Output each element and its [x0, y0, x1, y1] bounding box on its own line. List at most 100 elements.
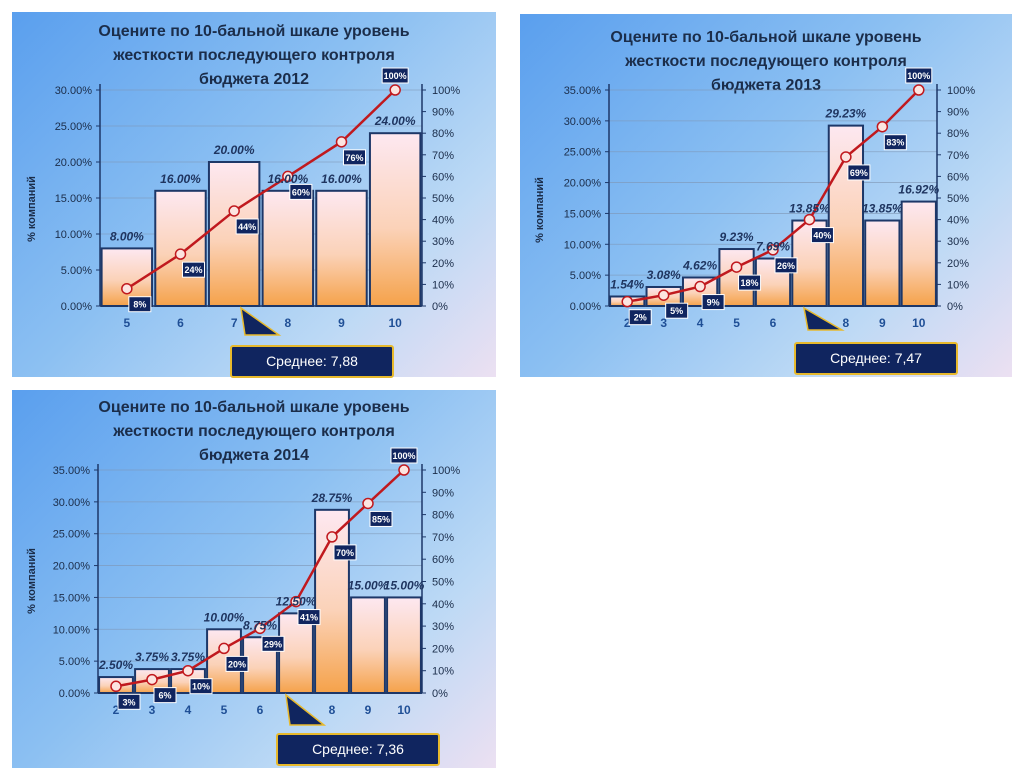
bar-value-label: 4.62% — [682, 258, 717, 272]
x-tick-label: 4 — [185, 703, 192, 717]
chart-title-line: жесткости последующего контроля — [625, 53, 907, 70]
y2-tick-label: 10% — [432, 666, 454, 678]
bar-value-label: 24.00% — [374, 114, 416, 128]
chart-title-line: жесткости последующего контроля — [113, 423, 395, 440]
cumulative-point — [174, 248, 187, 260]
cumulative-badge-label: 100% — [392, 451, 415, 461]
mean-callout-pointer — [285, 693, 327, 726]
cumulative-badge-label: 44% — [238, 222, 256, 232]
y2-tick-label: 10% — [947, 279, 969, 291]
x-tick-label: 5 — [123, 316, 130, 330]
y-tick-label: 10.00% — [53, 624, 91, 636]
y2-tick-label: 100% — [947, 85, 975, 97]
cumulative-point — [767, 244, 779, 256]
y2-tick-label: 30% — [432, 236, 454, 248]
cumulative-badge — [738, 274, 762, 291]
cumulative-badge — [189, 678, 213, 695]
y-tick-label: 35.00% — [53, 465, 91, 477]
chart-panel-2012: Оцените по 10-бальной шкале уровень жест… — [12, 12, 496, 378]
chart-plot-2013: 0.00% 5.00% 10.00% 15.00% 20.00% 25.00% 30.00%… — [564, 67, 975, 331]
bar-value-label: 8.00% — [110, 229, 144, 243]
y-tick-label: 0.00% — [61, 301, 92, 313]
cumulative-badge — [369, 510, 393, 527]
cumulative-point — [290, 595, 302, 608]
bar — [278, 612, 314, 695]
y2-tick-label: 40% — [432, 215, 454, 227]
y2-tick-label: 80% — [432, 128, 454, 140]
x-tick-label: 8 — [284, 316, 291, 330]
x-tick-label: 6 — [770, 316, 777, 330]
y2-tick-label: 90% — [947, 107, 969, 119]
bar-value-label: 10.00% — [204, 610, 245, 624]
cumulative-point — [228, 205, 240, 217]
x-tick-label: 6 — [177, 316, 184, 330]
cumulative-badge — [225, 655, 249, 672]
cumulative-point — [803, 213, 816, 226]
cumulative-badge-label: 8% — [133, 300, 146, 310]
cumulative-badge-label: 41% — [300, 613, 318, 623]
bar-value-label: 3.08% — [647, 268, 681, 282]
y2-tick-label: 100% — [432, 465, 460, 477]
cumulative-badge-label: 70% — [336, 548, 354, 558]
cumulative-badge-label: 10% — [192, 682, 210, 692]
y2-tick-label: 70% — [432, 150, 454, 162]
cumulative-badge-label: 18% — [741, 278, 759, 288]
cumulative-point — [326, 531, 338, 543]
cumulative-badge — [153, 687, 177, 704]
y-tick-label: 15.00% — [564, 208, 602, 220]
y-tick-label: 15.00% — [53, 592, 91, 604]
cumulative-badge — [905, 67, 933, 84]
cumulative-point — [621, 295, 633, 308]
y2-tick-label: 40% — [432, 599, 454, 611]
cumulative-badge — [333, 544, 357, 561]
y-tick-label: 10.00% — [55, 229, 93, 241]
x-tick-label: 9 — [365, 703, 372, 717]
y2-tick-label: 40% — [947, 215, 969, 227]
y2-tick-label: 30% — [947, 236, 969, 248]
bar-value-label: 16.92% — [898, 183, 939, 197]
bar — [864, 219, 901, 307]
y2-tick-label: 50% — [432, 193, 454, 205]
cumulative-badge — [289, 183, 313, 200]
bar-value-label: 13.85% — [789, 202, 830, 216]
cumulative-point — [335, 136, 348, 148]
cumulative-point — [389, 84, 401, 96]
cumulative-badge-label: 69% — [850, 168, 868, 178]
cumulative-badge-label: 85% — [372, 514, 390, 524]
chart-title: Оцените по 10-бальной шкале уровень жест… — [520, 26, 1012, 98]
y2-tick-label: 20% — [432, 643, 454, 655]
y-tick-label: 15.00% — [55, 193, 93, 205]
bar-value-label: 2.50% — [98, 658, 133, 672]
cumulative-badge — [235, 218, 259, 235]
bar-value-label: 15.00% — [348, 578, 389, 592]
cumulative-badge-label: 60% — [292, 187, 310, 197]
cumulative-badge — [774, 257, 798, 274]
y2-tick-label: 0% — [432, 301, 448, 313]
cumulative-badge-label: 24% — [184, 265, 202, 275]
cumulative-badge — [297, 609, 321, 626]
y2-tick-label: 50% — [947, 193, 969, 205]
cumulative-point — [362, 497, 374, 510]
y-tick-label: 0.00% — [59, 688, 90, 700]
x-tick-label: 9 — [879, 316, 886, 330]
cumulative-point — [913, 84, 925, 96]
cumulative-point — [876, 120, 889, 133]
mean-badge: Среднее: 7,88 — [230, 345, 394, 378]
y2-tick-label: 0% — [432, 688, 448, 700]
y2-tick-label: 100% — [432, 85, 460, 97]
cumulative-point — [398, 464, 410, 476]
y2-tick-label: 90% — [432, 107, 454, 119]
y2-tick-label: 90% — [432, 487, 454, 499]
bar-value-label: 16.00% — [267, 172, 308, 186]
cumulative-point — [840, 151, 852, 163]
chart-title-line: Оцените по 10-бальной шкале уровень — [98, 23, 410, 40]
mean-badge: Среднее: 7,36 — [276, 733, 440, 766]
cumulative-badge — [847, 164, 871, 181]
y-tick-label: 5.00% — [61, 265, 92, 277]
cumulative-badge-label: 40% — [813, 231, 831, 241]
bar — [350, 596, 386, 694]
bar-value-label: 8.75% — [243, 618, 277, 632]
x-tick-label: 3 — [149, 703, 156, 717]
cumulative-point — [282, 170, 294, 183]
cumulative-badge-label: 9% — [707, 298, 720, 308]
